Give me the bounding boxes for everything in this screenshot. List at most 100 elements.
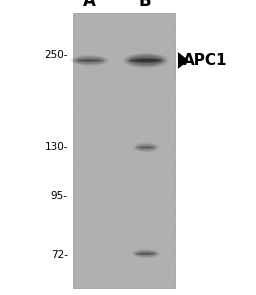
Point (156, 39, 160, 43)
Point (78, 115, 82, 120)
Point (142, 108, 146, 113)
Point (140, 17, 144, 22)
Point (123, 135, 127, 139)
Point (110, 101, 114, 106)
Point (140, 171, 144, 176)
Point (87, 227, 91, 232)
Point (152, 186, 156, 190)
Point (120, 131, 124, 136)
Point (79, 284, 83, 289)
Point (158, 186, 162, 191)
Point (90, 261, 94, 266)
Point (129, 204, 133, 209)
Point (119, 240, 123, 245)
Point (75, 117, 79, 122)
Point (156, 71, 160, 76)
Point (144, 267, 148, 272)
Point (104, 64, 108, 69)
Point (167, 228, 172, 232)
Point (100, 123, 104, 128)
Point (126, 59, 130, 64)
Point (124, 75, 128, 79)
Point (115, 241, 120, 245)
Point (103, 248, 108, 252)
Point (110, 66, 114, 71)
Point (79, 246, 83, 250)
Point (165, 204, 169, 209)
Point (80, 189, 84, 194)
Point (126, 257, 130, 261)
Point (128, 279, 132, 284)
Point (118, 246, 122, 251)
Point (102, 180, 106, 185)
Point (103, 76, 107, 80)
Point (75, 194, 79, 199)
Point (107, 74, 111, 78)
Point (131, 144, 135, 149)
Point (157, 104, 161, 109)
Point (152, 86, 156, 90)
Point (138, 35, 142, 39)
Point (153, 96, 157, 101)
Point (92, 238, 96, 242)
Point (130, 280, 134, 285)
Point (152, 188, 156, 192)
Point (128, 221, 132, 226)
Point (99, 244, 103, 249)
Point (154, 177, 158, 182)
Point (146, 25, 151, 30)
Point (148, 277, 152, 282)
Point (111, 14, 115, 19)
Point (99, 227, 103, 231)
Point (112, 14, 116, 19)
Point (156, 32, 160, 36)
Point (171, 233, 175, 238)
Point (79, 81, 83, 86)
Point (151, 233, 155, 237)
Point (122, 157, 126, 162)
Point (114, 27, 118, 32)
Point (98, 261, 102, 266)
Point (170, 157, 175, 162)
Point (114, 63, 119, 68)
Point (129, 82, 133, 86)
Point (82, 128, 86, 133)
Point (113, 168, 117, 173)
Point (73, 228, 78, 233)
Point (173, 180, 177, 185)
Point (154, 218, 158, 223)
Point (162, 202, 166, 207)
Point (158, 228, 163, 233)
Point (96, 45, 100, 49)
Point (160, 217, 164, 222)
Point (148, 50, 153, 55)
Point (91, 54, 95, 59)
Point (78, 50, 82, 55)
Point (87, 151, 91, 155)
Point (125, 26, 129, 31)
Point (120, 262, 124, 267)
Point (109, 105, 113, 110)
Point (154, 96, 158, 101)
Point (80, 187, 84, 191)
Point (155, 134, 159, 139)
Point (168, 75, 172, 80)
Point (105, 232, 110, 237)
Point (153, 233, 157, 237)
Point (151, 276, 155, 280)
Point (80, 89, 84, 94)
Point (105, 50, 109, 55)
Point (158, 165, 163, 170)
Point (105, 138, 109, 142)
Point (121, 215, 125, 220)
Point (86, 181, 90, 186)
Point (162, 79, 166, 83)
Point (121, 96, 125, 100)
Point (79, 98, 83, 103)
Point (144, 36, 148, 41)
Point (165, 17, 169, 22)
Point (120, 156, 124, 161)
Point (144, 213, 148, 218)
Point (95, 195, 99, 199)
Point (80, 277, 84, 281)
